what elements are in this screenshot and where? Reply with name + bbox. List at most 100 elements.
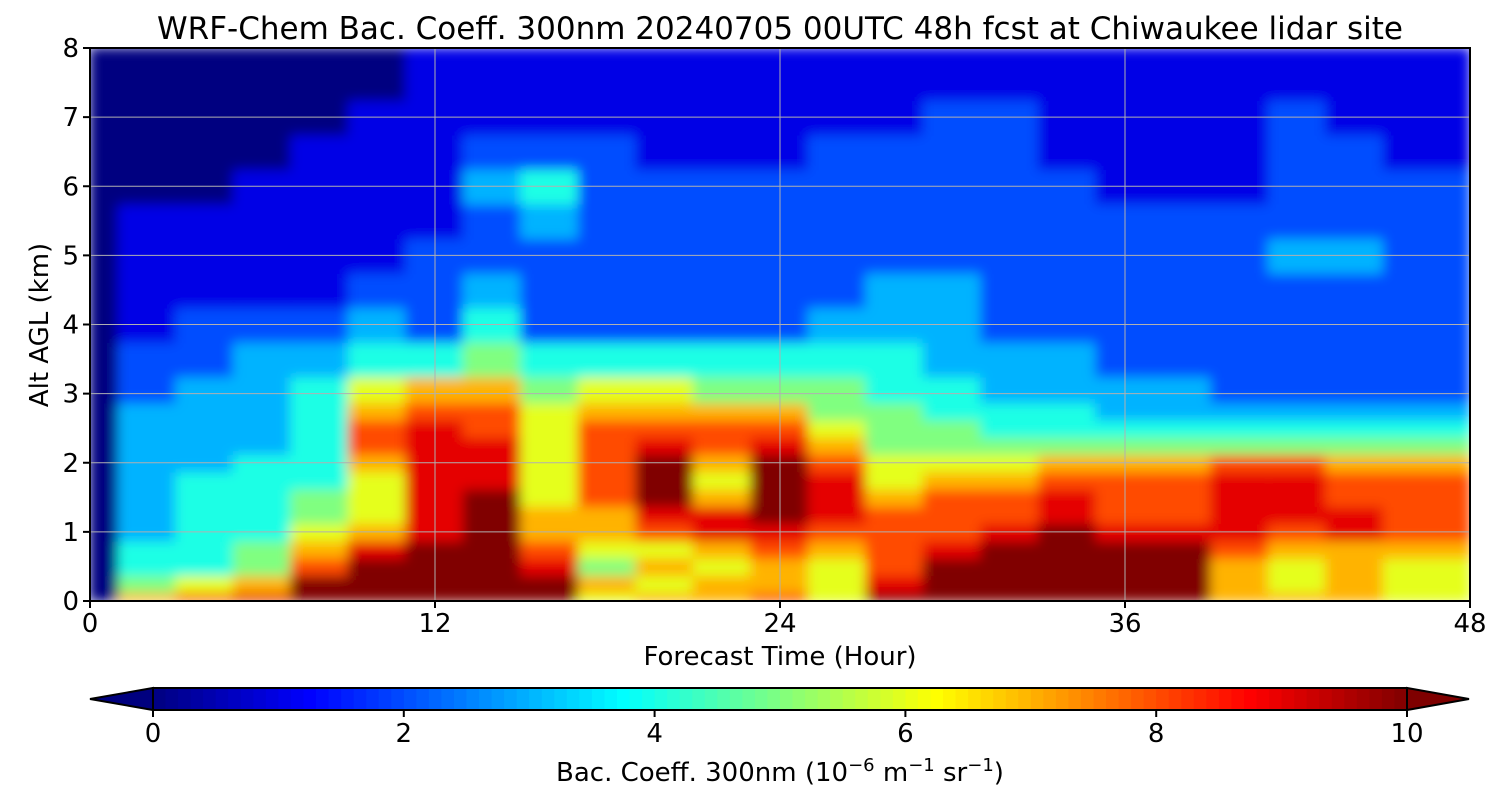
heatmap-cell bbox=[1267, 64, 1328, 101]
colorbar-step bbox=[1243, 688, 1258, 710]
colorbar-step bbox=[729, 688, 743, 710]
heatmap-cell bbox=[1152, 64, 1213, 101]
heatmap-cell bbox=[347, 340, 408, 378]
heatmap-cell bbox=[980, 202, 1040, 240]
colorbar-step bbox=[892, 688, 906, 710]
heatmap-cell bbox=[922, 133, 983, 170]
heatmap-cell bbox=[1325, 64, 1385, 101]
heatmap-cell bbox=[577, 539, 638, 559]
colorbar-tick-label: 4 bbox=[646, 719, 663, 749]
heatmap-cell bbox=[232, 418, 293, 438]
heatmap-cell bbox=[347, 556, 408, 577]
heatmap-cell bbox=[1440, 375, 1470, 404]
colorbar-extend-high bbox=[1406, 686, 1470, 712]
heatmap-cell bbox=[1440, 487, 1470, 507]
heatmap-cell bbox=[1210, 470, 1270, 490]
y-tick-label: 7 bbox=[62, 103, 79, 133]
heatmap-cell bbox=[807, 48, 868, 67]
heatmap-cell bbox=[1325, 539, 1385, 559]
heatmap-cell bbox=[520, 539, 580, 559]
heatmap-cell bbox=[1037, 340, 1098, 378]
colorbar-step bbox=[529, 688, 543, 710]
heatmap-cell bbox=[462, 64, 523, 101]
heatmap-cell bbox=[1210, 48, 1270, 67]
heatmap-cell bbox=[865, 64, 925, 101]
heatmap-cell bbox=[117, 591, 178, 601]
heatmap-cell bbox=[1037, 539, 1098, 559]
colorbar-step bbox=[190, 688, 204, 710]
heatmap-cell bbox=[175, 340, 235, 378]
heatmap-cell bbox=[117, 375, 178, 404]
heatmap-cell bbox=[1267, 418, 1328, 438]
colorbar-step bbox=[980, 688, 994, 710]
chart-title: WRF-Chem Bac. Coeff. 300nm 20240705 00UT… bbox=[157, 11, 1403, 47]
heatmap-cell bbox=[90, 418, 120, 438]
heatmap-cell bbox=[922, 48, 983, 67]
heatmap-cell bbox=[980, 375, 1040, 404]
heatmap-cell bbox=[577, 401, 638, 421]
heatmap-cell bbox=[1210, 539, 1270, 559]
heatmap-cell bbox=[1210, 375, 1270, 404]
colorbar-step bbox=[165, 688, 179, 710]
heatmap-cell bbox=[1152, 504, 1213, 525]
heatmap-cell bbox=[1210, 64, 1270, 101]
heatmap-cell bbox=[1267, 487, 1328, 507]
colorbar-step bbox=[930, 688, 944, 710]
heatmap-cell bbox=[290, 271, 350, 309]
colorbar-step bbox=[1030, 688, 1044, 710]
heatmap-cell bbox=[117, 435, 178, 456]
heatmap-cell bbox=[692, 418, 753, 438]
colorbar-step bbox=[1344, 688, 1358, 710]
heatmap-cell bbox=[1382, 48, 1443, 67]
colorbar-step bbox=[491, 688, 505, 710]
colorbar-step bbox=[943, 688, 957, 710]
heatmap-cell bbox=[577, 340, 638, 378]
heatmap-cell bbox=[462, 539, 523, 559]
heatmap-cell bbox=[1267, 556, 1328, 577]
colorbar-step bbox=[1131, 688, 1145, 710]
colorbar-step bbox=[579, 688, 593, 710]
heatmap-cell bbox=[980, 539, 1040, 559]
heatmap-cell bbox=[865, 556, 925, 577]
heatmap-cell bbox=[1037, 375, 1098, 404]
heatmap-cell bbox=[865, 418, 925, 438]
heatmap-cell bbox=[577, 591, 638, 601]
heatmap-cell bbox=[1267, 504, 1328, 525]
heatmap-cell bbox=[1382, 504, 1443, 525]
colorbar-step bbox=[1306, 688, 1320, 710]
heatmap-cell bbox=[865, 539, 925, 559]
heatmap-cell bbox=[1152, 418, 1213, 438]
heatmap-cell bbox=[577, 133, 638, 170]
colorbar-step bbox=[1269, 688, 1283, 710]
heatmap-cell bbox=[980, 340, 1040, 378]
colorbar-step bbox=[905, 688, 919, 710]
colorbar-step bbox=[541, 688, 555, 710]
heatmap-cell bbox=[175, 133, 235, 170]
heatmap-cell bbox=[90, 504, 120, 525]
heatmap-cell bbox=[1037, 574, 1098, 594]
heatmap-cell bbox=[922, 202, 983, 240]
heatmap-cell bbox=[865, 574, 925, 594]
heatmap-cell bbox=[90, 64, 120, 101]
heatmap-cell bbox=[290, 133, 350, 170]
heatmap-cell bbox=[175, 271, 235, 309]
heatmap-cell bbox=[635, 64, 695, 101]
heatmap-cell bbox=[922, 401, 983, 421]
colorbar-step bbox=[1206, 688, 1220, 710]
heatmap-cell bbox=[1152, 401, 1213, 421]
heatmap-cell bbox=[807, 591, 868, 601]
heatmap-cell bbox=[1152, 470, 1213, 490]
heatmap-cell bbox=[520, 504, 580, 525]
heatmap-cell bbox=[1440, 470, 1470, 490]
heatmap-cell bbox=[635, 487, 695, 507]
heatmap-cell bbox=[290, 48, 350, 67]
heatmap-cell bbox=[1382, 401, 1443, 421]
heatmap-cell bbox=[232, 375, 293, 404]
heatmap-cell bbox=[1382, 435, 1443, 456]
colorbar-step bbox=[353, 688, 367, 710]
heatmap-cell bbox=[462, 418, 523, 438]
colorbar-step bbox=[1294, 688, 1308, 710]
heatmap-cell bbox=[1152, 271, 1213, 309]
heatmap-cell bbox=[635, 591, 695, 601]
